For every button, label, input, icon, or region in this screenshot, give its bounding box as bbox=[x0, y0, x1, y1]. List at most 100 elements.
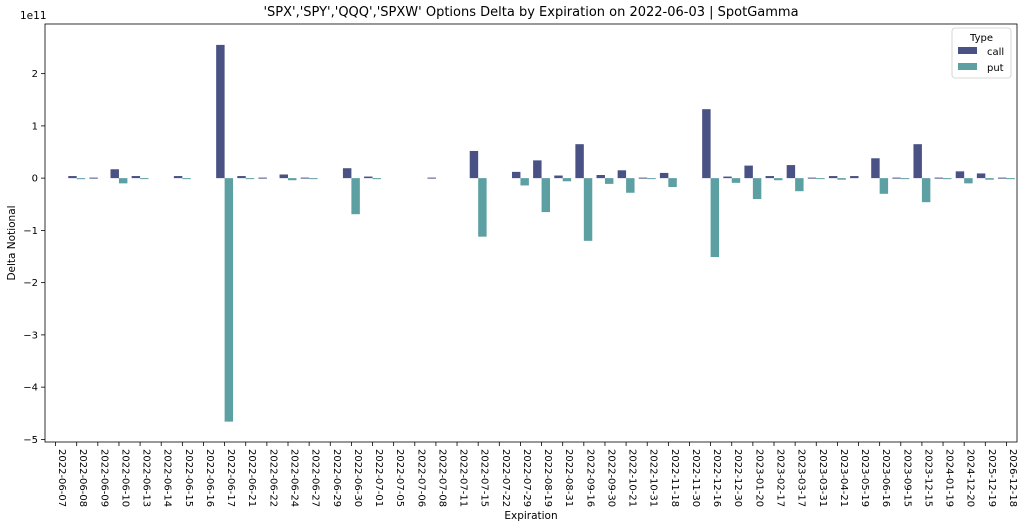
bar-call bbox=[364, 176, 373, 179]
x-tick-label: 2022-06-14 bbox=[162, 449, 173, 507]
bar-call bbox=[533, 160, 542, 179]
bar-call bbox=[237, 176, 246, 179]
x-tick-label: 2022-06-29 bbox=[331, 449, 342, 507]
y-tick-label: −5 bbox=[23, 435, 38, 446]
bar-call bbox=[934, 177, 944, 179]
x-tick-label: 2022-06-22 bbox=[267, 449, 278, 507]
bar-put bbox=[626, 178, 635, 193]
x-axis-label: Expiration bbox=[504, 510, 557, 522]
bar-call bbox=[997, 177, 1007, 179]
bar-put bbox=[752, 178, 762, 200]
bar-call bbox=[871, 158, 880, 179]
bar-put bbox=[837, 178, 846, 180]
x-tick-label: 2022-06-08 bbox=[77, 449, 88, 507]
x-tick-label: 2023-03-17 bbox=[796, 449, 807, 507]
bar-call bbox=[892, 177, 901, 179]
x-tick-label: 2022-07-15 bbox=[479, 449, 490, 507]
x-tick-label: 2022-11-30 bbox=[690, 449, 701, 507]
bar-put bbox=[245, 178, 255, 180]
bar-call bbox=[828, 176, 838, 179]
bar-call bbox=[427, 177, 436, 179]
bar-put bbox=[985, 178, 994, 180]
y-axis-label: Delta Notional bbox=[6, 205, 18, 280]
bar-call bbox=[216, 44, 225, 179]
x-tick-label: 2024-12-20 bbox=[965, 449, 976, 507]
bar-put bbox=[351, 178, 360, 215]
bar-put bbox=[879, 178, 889, 194]
bar-call bbox=[913, 144, 922, 179]
x-tick-label: 2023-03-31 bbox=[817, 449, 828, 507]
bar-put bbox=[964, 178, 973, 184]
y-tick-label: −1 bbox=[23, 226, 38, 237]
bar-call bbox=[786, 165, 796, 179]
bar-call bbox=[723, 176, 732, 179]
x-tick-label: 2022-07-22 bbox=[500, 449, 511, 507]
bar-call bbox=[850, 176, 859, 179]
y-tick-label: 0 bbox=[32, 174, 38, 185]
bar-put bbox=[562, 178, 572, 182]
x-tick-label: 2022-06-07 bbox=[56, 449, 67, 507]
y-tick-label: −2 bbox=[23, 278, 38, 289]
x-tick-label: 2023-01-20 bbox=[753, 449, 764, 507]
bar-call bbox=[342, 168, 352, 179]
bar-put bbox=[520, 178, 529, 186]
bar-call bbox=[575, 144, 584, 179]
y-tick-label: 2 bbox=[32, 69, 38, 80]
legend: Type call put bbox=[951, 27, 1012, 79]
bar-put bbox=[710, 178, 720, 258]
x-tick-label: 2022-10-21 bbox=[627, 449, 638, 507]
bar-call bbox=[469, 150, 479, 179]
bar-put bbox=[900, 178, 910, 180]
bars bbox=[68, 44, 1015, 422]
bar-call bbox=[279, 174, 288, 179]
bar-put bbox=[140, 178, 149, 180]
bar-put bbox=[182, 178, 191, 180]
bar-put bbox=[1006, 178, 1015, 180]
bar-put bbox=[668, 178, 677, 188]
x-tick-label: 2022-09-16 bbox=[584, 449, 595, 507]
bar-put bbox=[921, 178, 931, 203]
x-tick-label: 2024-01-19 bbox=[944, 449, 955, 507]
x-tick-label: 2022-07-05 bbox=[394, 449, 405, 507]
x-tick-label: 2023-05-19 bbox=[859, 449, 870, 507]
x-tick-label: 2022-10-31 bbox=[648, 449, 659, 507]
legend-label-put: put bbox=[987, 63, 1004, 74]
x-tick-label: 2022-06-24 bbox=[289, 449, 300, 507]
x-tick-label: 2022-06-30 bbox=[352, 449, 363, 507]
bar-put bbox=[647, 178, 656, 180]
x-tick-label: 2022-06-15 bbox=[183, 449, 194, 507]
bar-call bbox=[765, 176, 774, 179]
bar-call bbox=[744, 165, 753, 179]
bar-put bbox=[583, 178, 593, 241]
legend-label-call: call bbox=[987, 47, 1004, 58]
x-tick-label: 2023-12-15 bbox=[922, 449, 933, 507]
bar-call bbox=[300, 177, 310, 179]
y-multiplier-label: 1e11 bbox=[20, 10, 47, 22]
bar-call bbox=[976, 173, 986, 179]
bar-put bbox=[372, 178, 381, 180]
bar-call bbox=[89, 177, 98, 179]
bar-put bbox=[943, 178, 952, 180]
bar-put bbox=[76, 178, 86, 180]
bar-put bbox=[604, 178, 614, 184]
x-tick-label: 2022-11-18 bbox=[669, 449, 680, 507]
y-tick-label: −4 bbox=[23, 383, 38, 394]
legend-title: Type bbox=[969, 33, 993, 44]
x-tick-label: 2022-07-29 bbox=[521, 449, 532, 507]
x-tick-label: 2022-06-09 bbox=[98, 449, 109, 507]
x-tick-label: 2022-12-16 bbox=[711, 449, 722, 507]
x-tick-label: 2023-09-15 bbox=[901, 449, 912, 507]
y-tick-label: −3 bbox=[23, 330, 38, 341]
x-tick-label: 2022-07-06 bbox=[415, 449, 426, 507]
x-tick-label: 2022-07-01 bbox=[373, 449, 384, 507]
x-tick-label: 2022-06-10 bbox=[119, 449, 130, 507]
x-tick-label: 2022-09-30 bbox=[605, 449, 616, 507]
plot-frame bbox=[44, 23, 1018, 443]
bar-put bbox=[118, 178, 128, 184]
bar-call bbox=[659, 172, 669, 179]
x-tick-label: 2022-06-13 bbox=[141, 449, 152, 507]
x-tick-label: 2022-08-31 bbox=[563, 449, 574, 507]
bar-call bbox=[258, 177, 267, 179]
x-tick-label: 2022-08-19 bbox=[542, 449, 553, 507]
bar-call bbox=[110, 169, 119, 179]
